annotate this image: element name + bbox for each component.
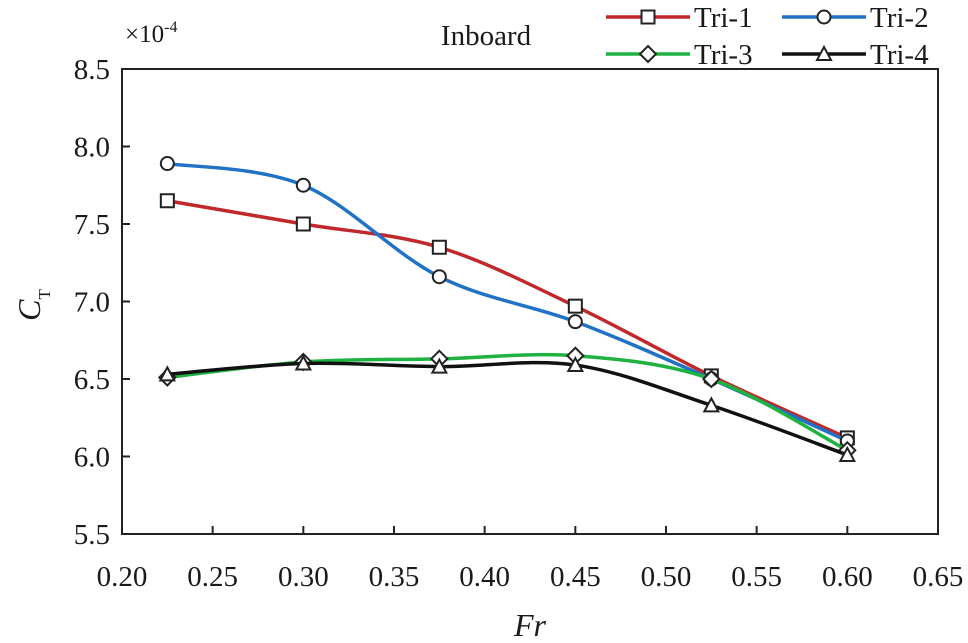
data-point-tri-1 [295,216,311,232]
data-point-tri-1 [431,239,447,255]
y-tick-label: 5.5 [74,519,110,551]
data-point-tri-2 [431,269,447,285]
data-point-tri-4 [294,354,313,371]
x-tick-label: 0.40 [459,561,510,593]
legend-swatch-marker [815,44,833,61]
y-tick-label: 6.5 [74,364,110,396]
y-tick-label: 7.5 [74,209,110,241]
series-layer [157,156,857,462]
x-tick-label: 0.30 [278,561,329,593]
legend-item-tri-4: Tri-4 [782,39,929,71]
legend-label: Tri-4 [870,39,929,71]
legend-item-tri-1: Tri-1 [606,2,753,34]
x-tick-label: 0.65 [913,561,964,593]
series-line-tri-1 [167,199,849,440]
data-point-tri-4 [702,396,721,413]
x-tick-label: 0.55 [731,561,782,593]
series-line-tri-4 [167,360,848,457]
x-tick-label: 0.35 [369,561,420,593]
y-tick-label: 8.0 [74,132,110,164]
y-tick-label: 6.0 [74,442,110,474]
data-point-tri-2 [567,314,583,330]
series-line-tri-2 [167,161,849,443]
x-tick-label: 0.45 [550,561,601,593]
series-tri-4 [158,354,857,462]
y-axis-title: CT [11,289,54,321]
data-point-tri-4 [566,355,585,373]
legend-item-tri-2: Tri-2 [782,2,929,34]
data-point-tri-4 [158,365,177,382]
plot-frame [121,68,939,535]
legend-swatch-marker [816,9,832,25]
x-tick-label: 0.50 [641,561,692,593]
y-tick-label: 7.0 [74,287,110,319]
data-point-tri-4 [838,445,857,462]
data-point-tri-1 [567,298,583,314]
y-scale-label: ×10-4 [125,19,177,48]
series-tri-1 [159,193,855,446]
legend-label: Tri-1 [694,2,753,34]
series-line-tri-3 [167,352,849,452]
data-point-tri-2 [295,177,311,193]
data-point-tri-1 [159,193,175,209]
x-tick-label: 0.60 [822,561,873,593]
y-tick-label: 8.5 [74,54,110,86]
legend-label: Tri-2 [870,2,929,34]
legend-item-tri-3: Tri-3 [606,39,753,71]
chart-title: Inboard [441,20,532,52]
legend-swatch-marker [638,44,658,64]
y-axis-ticks: 5.5 6.0 6.5 7.0 7.5 8.0 8.5 [74,54,130,551]
x-axis-ticks: 0.20 0.25 0.30 0.35 0.40 0.45 0.50 0.55 0.60 0.65 [97,526,964,593]
data-point-tri-2 [159,156,175,172]
data-point-tri-4 [430,357,449,374]
x-axis-title: Fr [513,607,547,643]
x-tick-label: 0.20 [97,561,148,593]
x-tick-label: 0.25 [187,561,238,593]
data-point-tri-3 [701,369,721,389]
legend-swatch-marker [640,9,656,25]
series-tri-2 [159,156,855,449]
legend-label: Tri-3 [694,39,753,71]
legend: Tri-1 Tri-2 Tri-3 Tri-4 [606,2,929,71]
